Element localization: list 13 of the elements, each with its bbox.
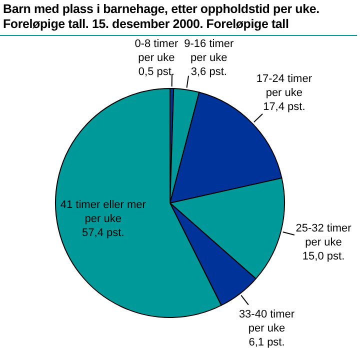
slice-label: 17-24 timer per uke <box>256 73 312 100</box>
slice-label: 25-32 timer per uke <box>296 222 352 248</box>
slice-label: 0-8 timer per uke <box>134 38 178 64</box>
data-label: 6,1 pst. <box>248 336 285 349</box>
data-label: 3,6 pst. <box>190 66 227 78</box>
data-label: 57,4 pst. <box>82 226 124 239</box>
slice-label: 33-40 timer per uke <box>238 308 295 335</box>
chart-title: Barn med plass i barnehage, etter oppholdstid per uke. Foreløpige tall. 15. desember 2000. Foreløpige tall <box>0 0 357 36</box>
data-label: 0,5 pst. <box>138 66 174 78</box>
data-label: 15,0 pst. <box>302 250 345 262</box>
slice-label: 41 timer eller mer per uke <box>60 198 146 225</box>
slice-label: 9-16 timer per uke <box>184 38 234 64</box>
data-label: 17,4 pst. <box>263 101 306 114</box>
